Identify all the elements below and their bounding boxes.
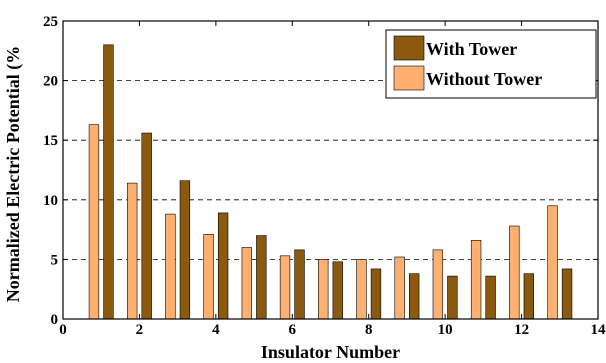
bar-with-tower-9 bbox=[409, 273, 420, 320]
bar-without-tower-13 bbox=[547, 205, 558, 320]
bar-with-tower-10 bbox=[447, 275, 458, 320]
x-tick-label: 10 bbox=[438, 322, 453, 338]
bar-without-tower-4 bbox=[203, 234, 214, 320]
bar-without-tower-3 bbox=[165, 213, 176, 320]
bar-with-tower-3 bbox=[179, 180, 191, 320]
y-tick-label: 15 bbox=[43, 133, 58, 149]
bar-without-tower-1 bbox=[88, 124, 100, 320]
bar-without-tower-12 bbox=[509, 225, 520, 320]
bar-with-tower-5 bbox=[256, 235, 267, 320]
y-axis-title: Normalized Electric Potential (% bbox=[3, 46, 24, 302]
x-tick-label: 12 bbox=[514, 322, 529, 338]
x-tick-label: 14 bbox=[591, 322, 606, 338]
x-tick-label: 8 bbox=[365, 322, 373, 338]
bar-with-tower-7 bbox=[332, 261, 343, 320]
bar-without-tower-9 bbox=[394, 256, 405, 320]
bar-with-tower-4 bbox=[217, 212, 229, 320]
y-tick-label: 0 bbox=[51, 312, 59, 328]
bar-without-tower-2 bbox=[126, 182, 138, 320]
bar-without-tower-11 bbox=[470, 240, 482, 320]
x-tick-label: 4 bbox=[212, 322, 220, 338]
bar-with-tower-13 bbox=[561, 268, 573, 320]
x-tick-label: 2 bbox=[136, 322, 144, 338]
y-tick-label: 5 bbox=[51, 252, 59, 268]
legend-swatch-without-tower bbox=[393, 65, 425, 91]
bar-with-tower-8 bbox=[370, 268, 382, 320]
bar-without-tower-7 bbox=[318, 259, 329, 320]
bar-with-tower-12 bbox=[523, 273, 535, 320]
axis-ticks: 0 2 4 6 8 10 12 14 0 5 10 15 20 25 bbox=[43, 14, 606, 338]
bar-without-tower-6 bbox=[279, 255, 291, 320]
bar-with-tower-2 bbox=[141, 132, 152, 320]
legend: With Tower Without Tower bbox=[385, 29, 597, 99]
bar-with-tower-6 bbox=[294, 249, 305, 320]
legend-label-with-tower: With Tower bbox=[426, 39, 517, 59]
bar-with-tower-11 bbox=[485, 275, 496, 320]
legend-swatch-with-tower bbox=[393, 35, 425, 61]
legend-label-without-tower: Without Tower bbox=[426, 69, 542, 89]
x-axis-title: Insulator Number bbox=[261, 342, 400, 362]
y-tick-label: 25 bbox=[43, 14, 58, 30]
bar-without-tower-5 bbox=[241, 247, 252, 320]
y-tick-label: 10 bbox=[43, 193, 58, 209]
plot-frame bbox=[62, 20, 599, 320]
bar-without-tower-10 bbox=[432, 249, 444, 320]
x-tick-label: 6 bbox=[289, 322, 297, 338]
x-tick-label: 0 bbox=[59, 322, 67, 338]
bar-with-tower-1 bbox=[103, 44, 114, 320]
y-tick-label: 20 bbox=[43, 74, 58, 90]
bar-without-tower-8 bbox=[356, 259, 367, 320]
